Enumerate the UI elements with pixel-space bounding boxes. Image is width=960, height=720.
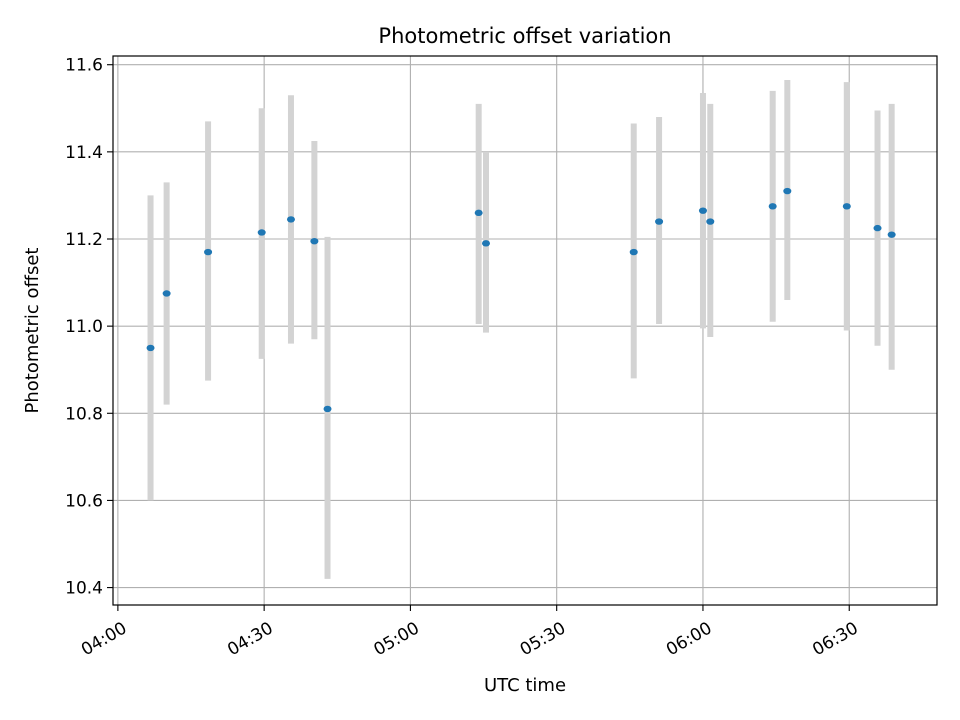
data-point [481, 240, 490, 247]
data-point [162, 290, 171, 297]
x-tick-label: 06:30 [809, 618, 861, 660]
x-axis-label: UTC time [484, 675, 566, 696]
data-point [706, 218, 715, 225]
x-tick-label: 04:30 [224, 618, 276, 660]
x-tick-label: 05:00 [370, 618, 422, 660]
y-tick-label: 11.2 [65, 230, 103, 250]
data-point [629, 248, 638, 256]
data-point [768, 203, 777, 210]
data-point [887, 231, 896, 238]
axis-ticks: 04:00 04:30 05:00 05:30 06:00 06:30 10.4 10.6 10… [65, 56, 862, 661]
y-tick-label: 11.4 [65, 143, 103, 163]
data-point [204, 248, 213, 256]
data-point [286, 216, 295, 223]
y-tick-label: 10.8 [65, 404, 103, 424]
x-tick-label: 05:30 [517, 618, 569, 660]
data-point [698, 207, 707, 214]
y-axis-label: Photometric offset [22, 248, 43, 414]
data-point [146, 344, 155, 352]
data-point [257, 229, 266, 236]
x-tick-label: 04:00 [78, 618, 130, 660]
data-point [783, 187, 792, 195]
x-tick-label: 06:00 [663, 618, 715, 660]
data-points [146, 187, 896, 413]
y-tick-label: 10.6 [65, 491, 103, 511]
plot-area-frame [112, 55, 938, 606]
data-point [873, 224, 882, 232]
y-tick-label: 11.6 [65, 56, 103, 76]
grid [113, 56, 937, 605]
data-point [842, 203, 851, 210]
data-point [323, 405, 332, 413]
y-tick-label: 10.4 [65, 579, 103, 599]
data-point [655, 218, 664, 225]
y-tick-label: 11.0 [65, 317, 103, 337]
chart-title: Photometric offset variation [378, 24, 671, 48]
errorbars [147, 79, 895, 579]
data-point [310, 237, 319, 245]
data-point [474, 209, 483, 217]
